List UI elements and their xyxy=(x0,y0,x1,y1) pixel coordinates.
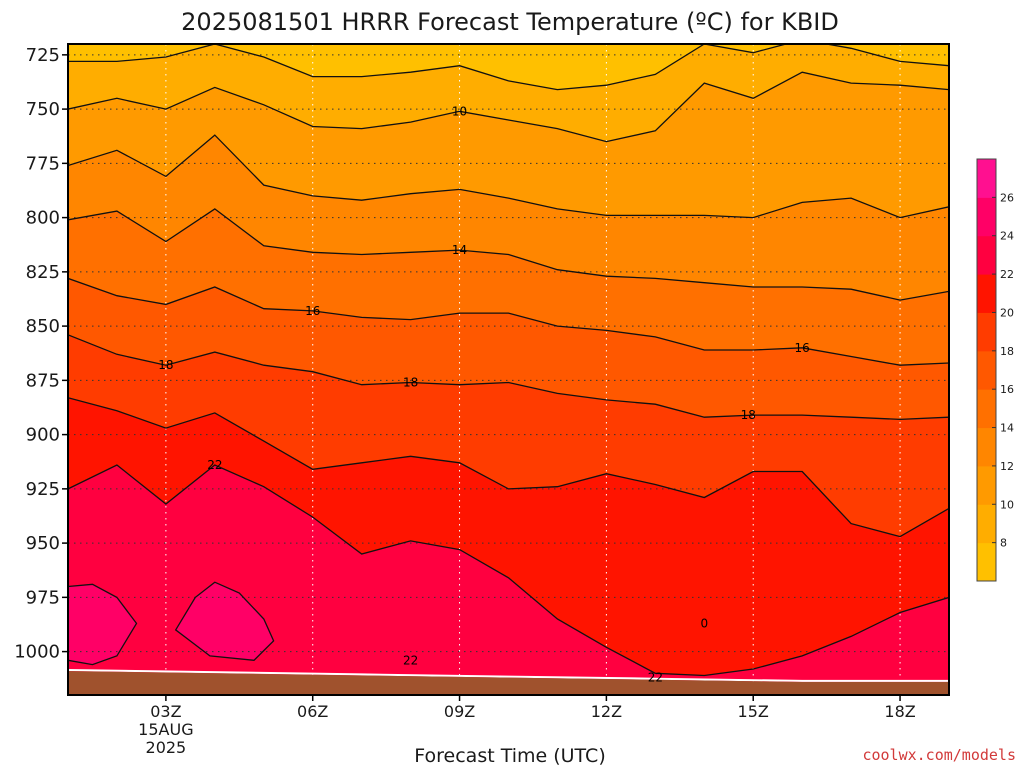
y-tick-label-925: 925 xyxy=(26,479,60,500)
surface-edge xyxy=(68,669,949,682)
colorbar-segment-6 xyxy=(977,542,996,582)
contour-14 xyxy=(68,208,949,301)
colorbar-segment-20 xyxy=(977,274,996,313)
contour-label-7: 22 xyxy=(207,458,222,472)
fill-cell-24-1 xyxy=(175,582,274,661)
credit-text: coolwx.com/models xyxy=(862,746,1016,764)
colorbar-label-22: 22 xyxy=(1000,268,1014,281)
colorbar-segment-24 xyxy=(977,197,996,237)
colorbar-segment-18 xyxy=(977,312,996,352)
colorbar-label-16: 16 xyxy=(1000,383,1014,396)
colorbar-label-20: 20 xyxy=(1000,306,1014,319)
y-tick-label-825: 825 xyxy=(26,262,60,283)
colorbar-label-18: 18 xyxy=(1000,345,1014,358)
colorbar-frame xyxy=(976,158,997,582)
colorbar-segment-10 xyxy=(977,465,996,505)
contour-8 xyxy=(68,44,949,91)
contour-24-closed-1 xyxy=(174,581,275,661)
x-tick-sublabel-1: 2025 xyxy=(146,738,187,757)
y-tick-label-725: 725 xyxy=(26,45,60,66)
surface-ground xyxy=(68,671,949,695)
y-tick-label-800: 800 xyxy=(26,208,60,229)
y-tick-label-950: 950 xyxy=(26,533,60,554)
x-tick-label-06Z: 06Z xyxy=(297,702,328,721)
colorbar-segment-12 xyxy=(977,427,996,467)
x-tick-label-15Z: 15Z xyxy=(738,702,769,721)
x-tick-label-18Z: 18Z xyxy=(884,702,915,721)
contour-label-1: 14 xyxy=(452,243,467,257)
contour-16 xyxy=(68,277,949,366)
contour-12 xyxy=(68,134,949,219)
contour-20 xyxy=(68,397,949,538)
y-tick-label-750: 750 xyxy=(26,99,60,120)
x-tick-label-03Z: 03Z xyxy=(150,702,181,721)
colorbar-label-8: 8 xyxy=(1000,537,1007,550)
contour-label-6: 18 xyxy=(741,408,756,422)
contour-label-8: 22 xyxy=(403,653,418,667)
y-tick-label-975: 975 xyxy=(26,587,60,608)
y-tick-label-775: 775 xyxy=(26,153,60,174)
contour-label-0: 10 xyxy=(452,104,467,118)
y-tick-label-875: 875 xyxy=(26,370,60,391)
contour-22 xyxy=(68,464,949,677)
y-tick-label-900: 900 xyxy=(26,425,60,446)
x-tick-label-12Z: 12Z xyxy=(591,702,622,721)
y-tick-label-1000: 1000 xyxy=(14,642,60,663)
colorbar-label-24: 24 xyxy=(1000,230,1014,243)
colorbar-segment-16 xyxy=(977,350,996,390)
x-axis-label: Forecast Time (UTC) xyxy=(414,745,605,767)
contour-label-5: 18 xyxy=(403,376,418,390)
contour-label-4: 18 xyxy=(158,358,173,372)
contour-label-2: 16 xyxy=(305,304,320,318)
contour-label-9: 22 xyxy=(648,671,663,685)
colorbar-segment-26 xyxy=(977,159,996,198)
y-tick-label-850: 850 xyxy=(26,316,60,337)
colorbar-label-10: 10 xyxy=(1000,498,1014,511)
contour-label-3: 16 xyxy=(795,341,810,355)
colorbar-label-12: 12 xyxy=(1000,460,1014,473)
contour-18 xyxy=(68,334,949,421)
colorbar-segment-22 xyxy=(977,235,996,275)
contour-24-closed-0 xyxy=(68,583,138,666)
colorbar-segment-8 xyxy=(977,504,996,544)
colorbar-label-26: 26 xyxy=(1000,191,1014,204)
contour-label-10: 0 xyxy=(700,616,708,630)
colorbar-label-14: 14 xyxy=(1000,422,1014,435)
plot-frame xyxy=(67,43,950,696)
x-tick-sublabel-0: 15AUG xyxy=(138,720,193,739)
fill-band-22 xyxy=(68,465,949,695)
x-tick-label-09Z: 09Z xyxy=(444,702,475,721)
contour-10 xyxy=(68,71,949,143)
chart-title: 2025081501 HRRR Forecast Temperature (ºC… xyxy=(181,8,839,36)
fill-cell-24-0 xyxy=(68,584,137,665)
colorbar-segment-14 xyxy=(977,389,996,429)
